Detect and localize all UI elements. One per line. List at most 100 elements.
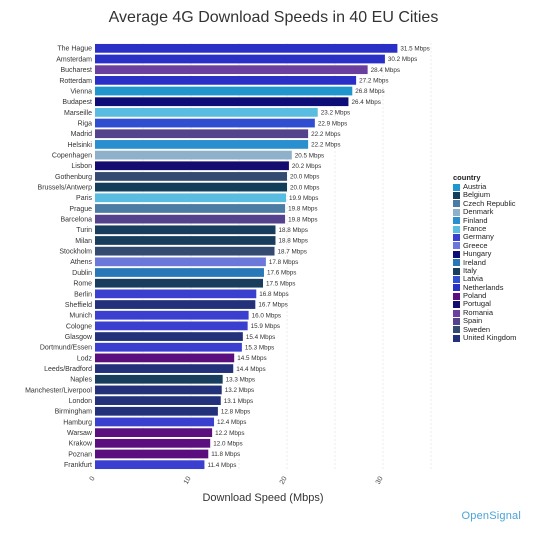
legend-item: Ireland — [453, 257, 516, 267]
bar — [95, 97, 349, 107]
bar — [95, 225, 276, 235]
legend-item: Finland — [453, 215, 516, 225]
category-label: Budapest — [62, 99, 92, 106]
legend-swatch — [453, 200, 460, 208]
category-label: Hamburg — [63, 419, 92, 426]
category-label: Paris — [76, 195, 92, 202]
category-label: London — [69, 398, 92, 405]
category-label: Marseille — [64, 110, 92, 117]
bar — [95, 321, 248, 331]
legend-swatch — [453, 183, 460, 191]
data-label: 22.2 Mbps — [311, 142, 340, 149]
legend-swatch — [453, 242, 460, 250]
bar — [95, 438, 211, 448]
legend-item: Germany — [453, 232, 516, 242]
data-label: 14.5 Mbps — [237, 355, 266, 362]
data-label: 16.0 Mbps — [252, 312, 281, 319]
data-label: 12.0 Mbps — [213, 441, 242, 448]
bar — [95, 65, 368, 75]
bar — [95, 161, 289, 171]
category-label: Helsinki — [67, 142, 92, 149]
legend-title: country — [453, 173, 481, 182]
data-label: 17.6 Mbps — [267, 270, 296, 277]
data-label: 19.8 Mbps — [288, 216, 317, 223]
x-tick-label: 30 — [375, 475, 385, 485]
data-label: 15.3 Mbps — [245, 344, 274, 351]
category-label: The Hague — [57, 46, 92, 53]
category-label: Naples — [70, 377, 92, 384]
data-label: 18.8 Mbps — [278, 227, 307, 234]
chart-title: Average 4G Download Speeds in 40 EU Citi… — [108, 9, 439, 26]
legend-swatch — [453, 225, 460, 233]
bars — [95, 43, 398, 470]
category-label: Birmingham — [55, 409, 93, 416]
legend-label: France — [463, 223, 487, 233]
legend-label: Portugal — [463, 299, 491, 309]
category-label: Rome — [73, 281, 92, 288]
legend-item: Italy — [453, 266, 516, 275]
legend-swatch — [453, 234, 460, 242]
category-label: Stockholm — [59, 249, 92, 256]
data-label: 20.0 Mbps — [290, 174, 319, 181]
bar — [95, 43, 398, 53]
category-labels: The Hague Amsterdam Bucharest Rotterdam Vien… — [25, 46, 93, 469]
bar — [95, 310, 249, 320]
category-label: Gothenburg — [55, 174, 92, 181]
legend-item: Hungary — [453, 249, 516, 259]
category-label: Sheffield — [65, 302, 92, 309]
data-label: 13.2 Mbps — [225, 387, 254, 394]
legend-swatch — [453, 208, 460, 216]
legend-label: Denmark — [463, 207, 494, 217]
legend-label: Sweden — [463, 324, 491, 334]
bar — [95, 342, 242, 352]
category-label: Cologne — [66, 323, 92, 330]
legend-item: Austria — [453, 182, 516, 191]
data-label: 17.8 Mbps — [269, 259, 298, 266]
bar — [95, 129, 309, 139]
legend-item: Latvia — [453, 274, 516, 284]
legend-swatch — [453, 275, 460, 283]
bar — [95, 246, 275, 256]
bar — [95, 417, 215, 427]
data-label: 23.2 Mbps — [321, 110, 350, 117]
data-label: 22.9 Mbps — [318, 120, 347, 127]
legend: country Austria Belgium Czech Republic Denm… — [453, 173, 516, 342]
legend-items: Austria Belgium Czech Republic Denmark Finla… — [453, 182, 516, 342]
data-label: 12.2 Mbps — [215, 430, 244, 437]
legend-swatch — [453, 259, 460, 267]
data-label: 27.2 Mbps — [359, 78, 388, 85]
data-label: 20.2 Mbps — [292, 163, 321, 170]
brand-logo: OpenSignal — [461, 510, 521, 522]
bar — [95, 300, 256, 309]
legend-label: Finland — [463, 215, 488, 225]
data-label: 31.5 Mbps — [400, 46, 429, 53]
bar — [95, 75, 357, 85]
legend-label: Latvia — [463, 274, 484, 284]
data-label: 30.2 Mbps — [388, 56, 417, 63]
data-label: 16.7 Mbps — [258, 302, 287, 309]
legend-item: Poland — [453, 291, 516, 300]
bar — [95, 364, 234, 373]
category-label: Turin — [76, 227, 92, 234]
category-label: Amsterdam — [56, 56, 92, 63]
legend-swatch — [453, 301, 460, 309]
legend-label: Greece — [463, 240, 488, 250]
category-label: Prague — [69, 206, 92, 213]
legend-swatch — [453, 309, 460, 317]
bar — [95, 204, 286, 213]
legend-item: Belgium — [453, 190, 516, 199]
legend-label: Czech Republic — [463, 198, 516, 208]
bar — [95, 278, 263, 288]
legend-label: Romania — [463, 307, 494, 317]
legend-label: Ireland — [463, 257, 486, 267]
legend-swatch — [453, 267, 460, 275]
category-label: Berlin — [74, 291, 92, 298]
bar — [95, 406, 218, 416]
legend-item: United Kingdom — [453, 333, 516, 342]
legend-label: Spain — [463, 316, 483, 326]
data-label: 11.8 Mbps — [211, 451, 240, 458]
bar — [95, 193, 287, 203]
legend-label: Hungary — [463, 249, 492, 259]
legend-swatch — [453, 217, 460, 225]
